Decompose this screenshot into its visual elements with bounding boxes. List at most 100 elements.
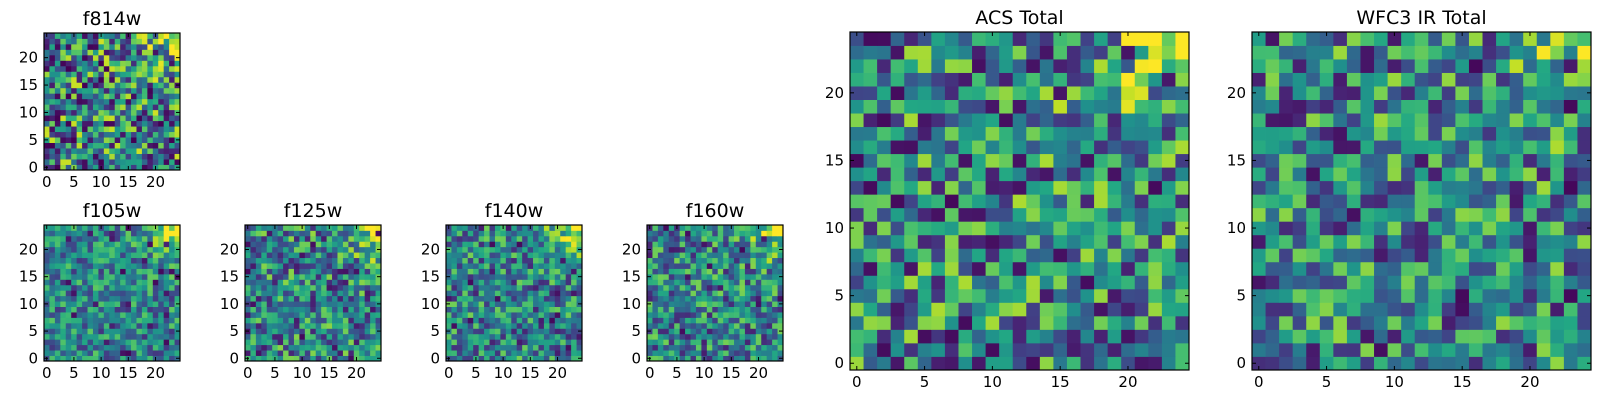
heatmap-cell — [266, 279, 273, 286]
heatmap-cell — [712, 339, 719, 346]
heatmap-cell — [571, 284, 577, 291]
heatmap-cell — [1482, 180, 1497, 195]
heatmap-cell — [136, 153, 143, 160]
heatmap-cell — [348, 252, 355, 259]
heatmap-cell — [1455, 302, 1470, 317]
heatmap-cell — [98, 54, 105, 61]
heatmap-cell — [71, 230, 78, 237]
heatmap-cell — [71, 76, 78, 83]
heatmap-cell — [1026, 86, 1041, 100]
heatmap-cell — [850, 126, 864, 141]
heatmap-cell — [1455, 329, 1470, 344]
heatmap-cell — [1346, 221, 1361, 236]
heatmap-cell — [359, 225, 366, 231]
heatmap-cell — [125, 153, 132, 160]
heatmap-cell — [141, 54, 148, 61]
heatmap-cell — [1026, 99, 1041, 114]
heatmap-cell — [863, 126, 878, 141]
heatmap-cell — [44, 312, 50, 318]
heatmap-cell — [147, 71, 154, 78]
heatmap-cell — [92, 241, 99, 248]
heatmap-cell — [82, 148, 88, 154]
heatmap-cell — [755, 301, 762, 307]
heatmap-cell — [163, 60, 170, 67]
heatmap-cell — [685, 350, 691, 356]
heatmap-cell — [71, 43, 78, 50]
heatmap-cell — [516, 235, 523, 242]
heatmap-cell — [1374, 207, 1388, 222]
heatmap-cell — [65, 225, 72, 231]
heatmap-cell — [337, 252, 344, 259]
heatmap-cell — [772, 312, 778, 318]
heatmap-cell — [1026, 275, 1041, 290]
heatmap-cell — [755, 328, 762, 335]
heatmap-cell — [999, 356, 1014, 371]
heatmap-cell — [1080, 275, 1095, 290]
heatmap-cell — [103, 49, 110, 56]
heatmap-cell — [663, 339, 670, 346]
heatmap-cell — [98, 241, 105, 248]
heatmap-cell — [1080, 342, 1095, 357]
heatmap-cell — [734, 268, 740, 275]
heatmap-cell — [668, 350, 675, 356]
heatmap-cell — [326, 339, 333, 346]
heatmap-cell — [890, 140, 905, 155]
heatmap-cell — [1279, 207, 1294, 222]
heatmap-cell — [120, 43, 126, 50]
heatmap-cell — [293, 350, 300, 356]
heatmap-cell — [174, 350, 181, 356]
heatmap-cell — [1175, 275, 1190, 290]
heatmap-cell — [120, 317, 126, 324]
heatmap-cell — [71, 263, 78, 269]
heatmap-cell — [554, 246, 561, 253]
heatmap-cell — [717, 295, 724, 302]
heatmap-cell — [462, 339, 469, 346]
heatmap-cell — [1265, 153, 1280, 168]
heatmap-cell — [863, 207, 878, 222]
heatmap-cell — [674, 230, 681, 237]
heatmap-cell — [554, 312, 561, 318]
heatmap-cell — [1107, 126, 1122, 141]
heatmap-cell — [92, 230, 99, 237]
heatmap-cell — [141, 71, 148, 78]
heatmap-cell — [850, 302, 864, 317]
heatmap-cell — [777, 225, 784, 231]
heatmap-cell — [54, 60, 61, 67]
heatmap-cell — [87, 328, 94, 335]
heatmap-cell — [44, 76, 50, 83]
heatmap-cell — [92, 71, 99, 78]
heatmap-cell — [114, 98, 121, 105]
heatmap-cell — [516, 328, 523, 335]
heatmap-cell — [136, 225, 143, 231]
heatmap-cell — [755, 263, 762, 269]
heatmap-cell — [668, 235, 675, 242]
heatmap-cell — [1441, 261, 1456, 276]
heatmap-cell — [1468, 275, 1483, 290]
heatmap-cell — [652, 350, 659, 356]
x-tick-label: 0 — [852, 373, 862, 391]
heatmap-cell — [114, 301, 121, 307]
heatmap-cell — [82, 230, 88, 237]
heatmap-cell — [272, 273, 279, 280]
heatmap-cell — [999, 207, 1014, 222]
heatmap-cell — [65, 350, 72, 356]
heatmap-cell — [98, 126, 105, 133]
heatmap-cell — [717, 328, 724, 335]
heatmap-cell — [174, 279, 181, 286]
heatmap-cell — [1279, 221, 1294, 236]
heatmap-cell — [261, 328, 268, 335]
heatmap-cell — [359, 235, 366, 242]
heatmap-cell — [755, 333, 762, 340]
heatmap-cell — [761, 263, 768, 269]
heatmap-cell — [527, 235, 534, 242]
heatmap-cell — [1121, 329, 1136, 344]
heatmap-cell — [505, 339, 512, 346]
heatmap-cell — [985, 72, 1000, 87]
heatmap-cell — [1414, 234, 1429, 249]
heatmap-cell — [92, 257, 99, 264]
heatmap-cell — [904, 329, 919, 344]
heatmap-cell — [560, 339, 567, 346]
heatmap-cell — [549, 273, 556, 280]
